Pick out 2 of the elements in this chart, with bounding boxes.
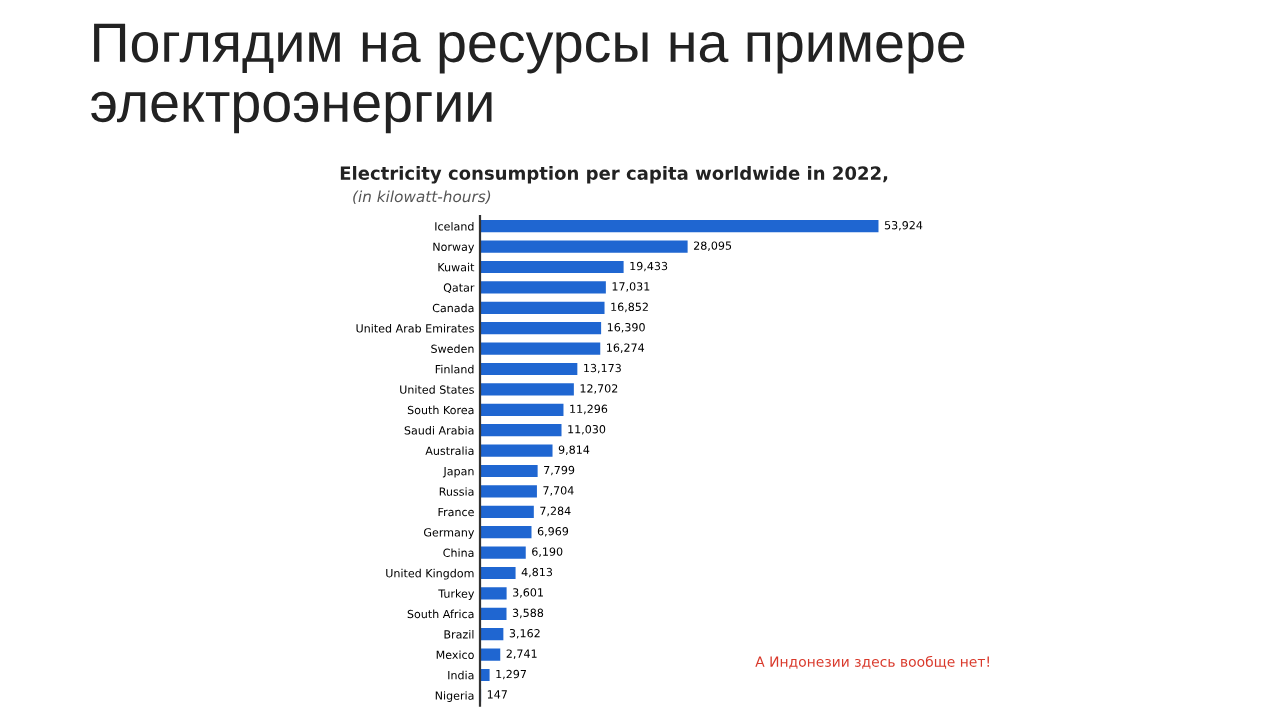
chart-title: Electricity consumption per capita worldwide in 2022, (340, 165, 888, 184)
text: Поглядим на ресурсы на примере электроэнергии (91, 23, 965, 134)
